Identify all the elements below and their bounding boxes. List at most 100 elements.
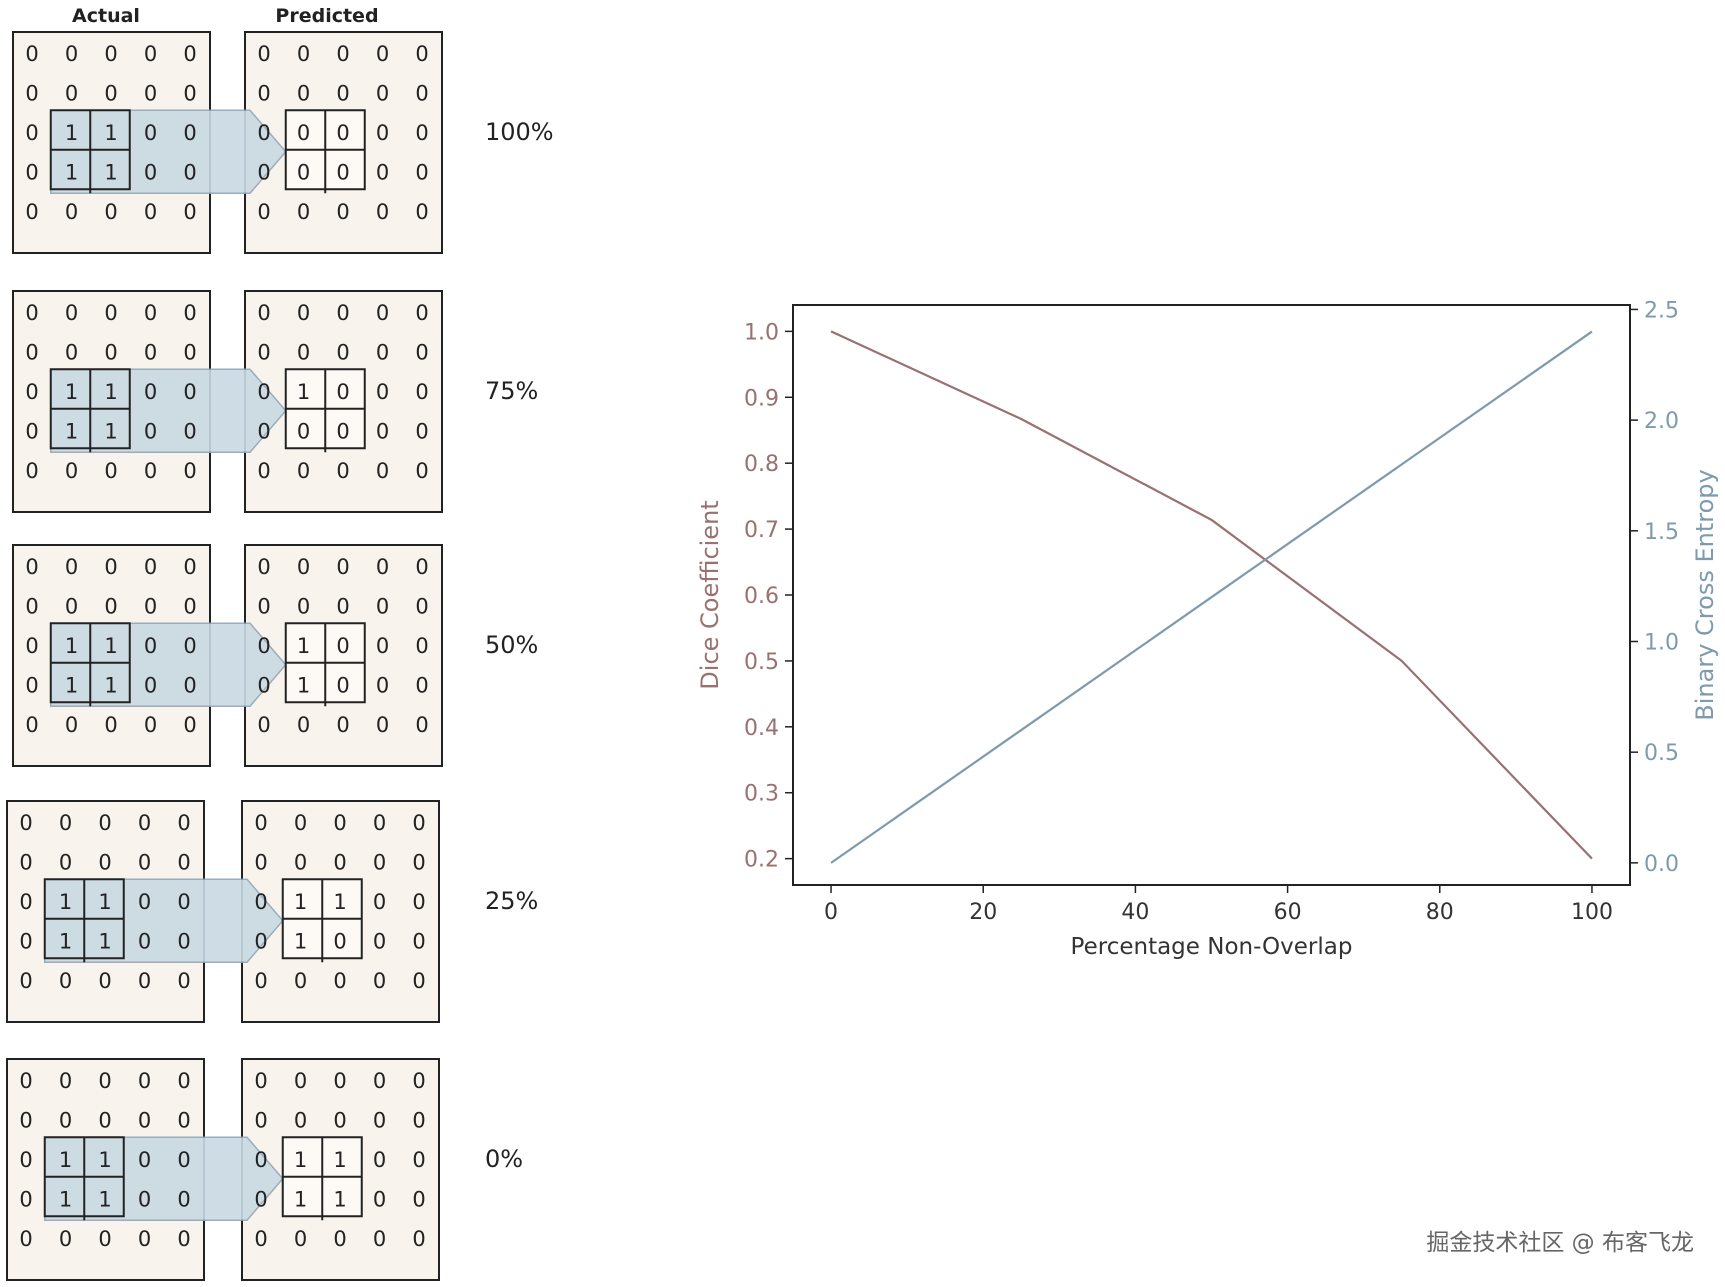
actual-cell: 1 — [104, 634, 117, 658]
predicted-cell: 1 — [294, 930, 307, 954]
predicted-cell: 0 — [294, 1069, 307, 1093]
actual-cell: 0 — [104, 82, 117, 106]
predicted-cell: 0 — [376, 42, 389, 66]
predicted-cell: 0 — [373, 1188, 386, 1212]
actual-cell: 0 — [177, 1148, 190, 1172]
actual-cell: 0 — [98, 811, 111, 835]
actual-cell: 0 — [183, 713, 196, 737]
actual-cell: 0 — [25, 555, 38, 579]
y-left-tick-label: 0.6 — [744, 584, 779, 609]
actual-cell: 1 — [65, 634, 78, 658]
predicted-cell: 0 — [376, 420, 389, 444]
actual-cell: 0 — [65, 713, 78, 737]
overlap-arrow — [50, 368, 287, 453]
actual-cell: 0 — [183, 341, 196, 365]
predicted-cell: 0 — [336, 634, 349, 658]
predicted-cell: 1 — [294, 1148, 307, 1172]
predicted-cell: 0 — [376, 341, 389, 365]
actual-cell: 0 — [183, 200, 196, 224]
actual-cell: 0 — [183, 459, 196, 483]
actual-cell: 0 — [183, 82, 196, 106]
example-row-1: 0 0 0 0 0 0 0 0 0 0 0 0 0 0 0 0 0 0 0 0 0 0 1 0 1 0 0 0 0 0 0 0 1 0 1 0 0 0 0 0… — [12, 31, 554, 254]
predicted-cell: 0 — [257, 42, 270, 66]
actual-cell: 0 — [25, 380, 38, 404]
example-row-3: 0 0 0 0 0 0 0 0 0 0 0 0 0 0 0 0 0 0 0 0 0 0 1 1 1 0 0 0 0 0 0 0 1 1 1 0 0 0 0 0… — [12, 544, 538, 767]
actual-cell: 0 — [25, 595, 38, 619]
actual-cell: 0 — [144, 82, 157, 106]
actual-cell: 0 — [183, 301, 196, 325]
predicted-cell: 0 — [415, 121, 428, 145]
actual-cell: 0 — [138, 1069, 151, 1093]
actual-cell: 0 — [183, 634, 196, 658]
actual-cell: 0 — [104, 713, 117, 737]
actual-cell: 0 — [183, 420, 196, 444]
actual-cell: 0 — [177, 811, 190, 835]
predicted-cell: 0 — [412, 969, 425, 993]
actual-cell: 0 — [25, 634, 38, 658]
predicted-cell: 0 — [254, 1148, 267, 1172]
predicted-cell: 0 — [254, 969, 267, 993]
predicted-cell: 0 — [376, 161, 389, 185]
predicted-cell: 0 — [297, 341, 310, 365]
actual-cell: 0 — [59, 811, 72, 835]
predicted-cell: 0 — [412, 1148, 425, 1172]
predicted-cell: 0 — [333, 811, 346, 835]
predicted-cell: 0 — [415, 674, 428, 698]
actual-cell: 0 — [25, 82, 38, 106]
actual-cell: 1 — [104, 121, 117, 145]
actual-cell: 0 — [144, 713, 157, 737]
predicted-cell: 0 — [336, 161, 349, 185]
actual-cell: 1 — [65, 380, 78, 404]
predicted-cell: 0 — [333, 930, 346, 954]
predicted-cell: 0 — [257, 82, 270, 106]
predicted-cell: 0 — [336, 42, 349, 66]
x-axis-label: Percentage Non-Overlap — [1071, 934, 1353, 960]
actual-cell: 1 — [59, 1148, 72, 1172]
actual-cell: 1 — [65, 121, 78, 145]
predicted-cell: 0 — [376, 200, 389, 224]
predicted-cell: 0 — [376, 121, 389, 145]
actual-cell: 0 — [138, 930, 151, 954]
predicted-cell: 0 — [415, 82, 428, 106]
predicted-cell: 0 — [412, 930, 425, 954]
predicted-cell: 0 — [336, 380, 349, 404]
actual-cell: 1 — [65, 161, 78, 185]
predicted-cell: 0 — [373, 1148, 386, 1172]
actual-cell: 0 — [65, 555, 78, 579]
actual-cell: 0 — [144, 459, 157, 483]
y-left-tick-label: 0.3 — [744, 782, 779, 807]
y-right-tick-label: 0.5 — [1644, 741, 1679, 766]
actual-cell: 0 — [144, 301, 157, 325]
actual-cell: 0 — [144, 200, 157, 224]
predicted-cell: 0 — [376, 82, 389, 106]
predicted-cell: 1 — [333, 1148, 346, 1172]
actual-cell: 0 — [98, 1109, 111, 1133]
overlap-arrow — [44, 878, 284, 963]
actual-cell: 1 — [98, 1188, 111, 1212]
actual-cell: 0 — [104, 42, 117, 66]
actual-cell: 1 — [65, 420, 78, 444]
predicted-cell: 0 — [333, 969, 346, 993]
predicted-cell: 0 — [415, 200, 428, 224]
actual-cell: 0 — [183, 42, 196, 66]
actual-cell: 0 — [183, 674, 196, 698]
actual-cell: 0 — [177, 1188, 190, 1212]
predicted-cell: 0 — [297, 161, 310, 185]
actual-cell: 0 — [104, 595, 117, 619]
actual-cell: 0 — [98, 851, 111, 875]
predicted-cell: 0 — [336, 82, 349, 106]
predicted-cell: 0 — [294, 969, 307, 993]
actual-cell: 0 — [25, 42, 38, 66]
actual-cell: 0 — [19, 1188, 32, 1212]
predicted-cell: 0 — [373, 851, 386, 875]
predicted-cell: 0 — [412, 1109, 425, 1133]
actual-cell: 0 — [19, 930, 32, 954]
actual-cell: 0 — [144, 161, 157, 185]
overlap-percentage-label: 50% — [485, 631, 538, 659]
x-tick-label: 60 — [1274, 900, 1302, 925]
actual-cell: 1 — [59, 890, 72, 914]
actual-cell: 0 — [19, 969, 32, 993]
actual-cell: 0 — [183, 595, 196, 619]
predicted-cell: 0 — [412, 1227, 425, 1251]
actual-cell: 0 — [19, 851, 32, 875]
